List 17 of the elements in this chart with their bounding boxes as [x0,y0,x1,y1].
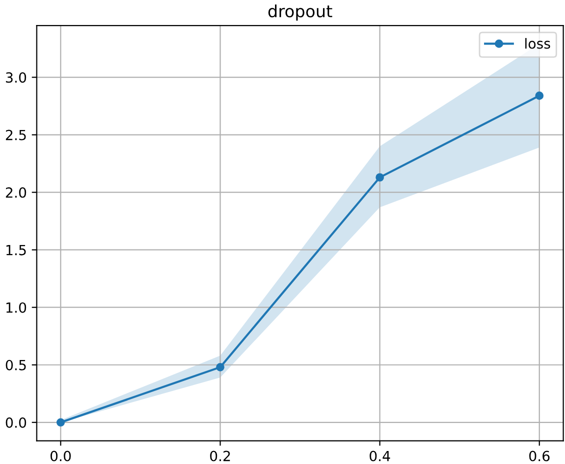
x-tick-label: 0.4 [370,450,390,462]
point [535,92,544,100]
x-tick-label: 0.6 [529,450,550,462]
chart-title: dropout [268,4,332,21]
y-tick-label: 2.5 [6,130,26,140]
point [216,363,224,372]
y-tick-label: 0.0 [6,417,26,428]
point [376,173,384,182]
y-tick-label: 0.5 [6,360,26,370]
x-tick-label: 0.2 [210,450,230,462]
y-tick-label: 1.0 [6,302,26,313]
point [56,418,65,427]
legend-label: loss [525,38,550,49]
y-tick-label: 2.0 [6,187,26,198]
x-tick-label: 0.0 [50,450,71,462]
y-tick-label: 1.5 [6,244,26,256]
y-tick-label: 3.0 [6,72,26,83]
